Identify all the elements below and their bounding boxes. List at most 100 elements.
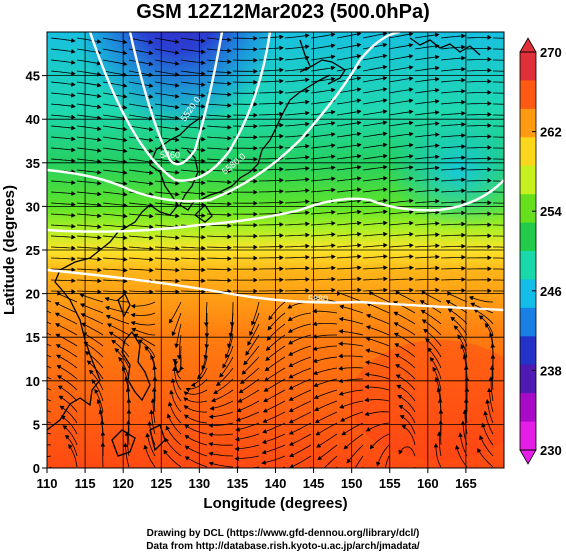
streamline xyxy=(76,180,101,184)
streamline-arrow xyxy=(487,145,492,150)
streamline-arrow xyxy=(330,132,336,137)
streamline xyxy=(310,222,335,226)
streamline xyxy=(175,323,182,348)
streamline-arrow xyxy=(487,57,492,62)
streamline-arrow xyxy=(208,442,214,447)
streamline-arrow xyxy=(453,325,459,330)
streamline xyxy=(153,388,156,413)
streamline-arrow xyxy=(200,60,206,65)
streamline-arrow xyxy=(408,87,414,92)
streamline xyxy=(76,125,101,130)
streamline xyxy=(111,339,130,358)
streamline-arrow xyxy=(382,165,388,170)
streamline xyxy=(259,246,284,248)
streamline-arrow xyxy=(149,224,154,230)
streamline-arrow xyxy=(184,456,190,461)
streamline-arrow xyxy=(357,232,362,237)
streamline xyxy=(493,169,504,171)
streamline-arrow xyxy=(339,404,345,409)
streamline-arrow xyxy=(28,393,32,397)
streamline-arrow xyxy=(122,181,128,186)
streamline xyxy=(362,289,388,292)
streamline-arrow xyxy=(148,137,154,143)
streamline-arrow xyxy=(200,82,206,87)
streamline xyxy=(310,33,335,39)
streamline-arrow xyxy=(313,382,319,387)
streamline-arrow xyxy=(287,304,293,309)
streamline xyxy=(180,213,205,217)
streamline-arrow xyxy=(262,408,268,413)
streamline xyxy=(440,179,466,182)
streamline-arrow xyxy=(487,211,492,216)
streamline xyxy=(414,100,439,105)
streamline xyxy=(258,36,284,39)
streamline xyxy=(314,400,338,411)
x-tick-label: 165 xyxy=(455,476,477,491)
contour-5460 xyxy=(128,32,224,166)
streamline-arrow xyxy=(174,170,180,175)
streamline-arrow xyxy=(67,444,73,449)
streamline xyxy=(152,399,156,424)
streamline xyxy=(313,334,337,338)
streamline-arrow xyxy=(331,254,336,260)
streamline xyxy=(440,123,465,127)
streamline-arrow xyxy=(96,126,102,131)
streamline-arrow xyxy=(338,391,344,396)
streamline-arrow xyxy=(122,137,128,143)
streamline-arrow xyxy=(54,302,60,307)
streamline xyxy=(310,122,335,127)
streamline xyxy=(154,235,179,239)
streamline-arrow xyxy=(487,90,492,95)
streamline-arrow xyxy=(86,360,92,365)
streamline-arrow xyxy=(330,143,336,148)
streamline-arrow xyxy=(357,209,362,215)
streamline-arrow xyxy=(487,288,492,294)
streamline-arrow xyxy=(485,398,490,404)
streamline-arrow xyxy=(28,446,32,450)
streamline xyxy=(310,78,335,83)
streamline-arrow xyxy=(268,315,273,321)
streamline-arrow xyxy=(227,125,232,130)
streamline xyxy=(440,267,466,270)
streamline-arrow xyxy=(365,348,371,353)
x-tick-label: 135 xyxy=(227,476,249,491)
streamline xyxy=(440,245,466,248)
streamline-arrow xyxy=(356,120,362,126)
streamline xyxy=(289,389,312,401)
coastline-hokkaido xyxy=(299,59,346,85)
streamline xyxy=(213,378,234,394)
streamline xyxy=(336,200,361,204)
streamline xyxy=(127,421,130,446)
streamline-arrow xyxy=(106,323,112,328)
streamline xyxy=(128,158,153,163)
streamline-arrow xyxy=(225,353,230,359)
streamline xyxy=(154,169,179,174)
streamline-arrow xyxy=(253,124,258,129)
streamline-arrow xyxy=(201,136,206,142)
streamline xyxy=(482,423,494,446)
streamline xyxy=(206,202,231,205)
streamline xyxy=(397,395,416,413)
streamline xyxy=(154,246,179,250)
streamline-arrow xyxy=(366,313,371,319)
streamline xyxy=(206,246,231,249)
streamline-arrow xyxy=(71,213,76,218)
streamline xyxy=(209,443,234,446)
streamline-arrow xyxy=(513,191,517,195)
streamline xyxy=(284,290,310,292)
streamline-arrow xyxy=(97,224,102,229)
streamline-arrow xyxy=(100,431,106,436)
coastline-philippines xyxy=(121,330,151,402)
streamline-arrow xyxy=(227,278,232,283)
streamline-arrow xyxy=(130,321,136,326)
streamline-arrow xyxy=(330,76,336,82)
streamline-arrow xyxy=(338,353,343,359)
streamline xyxy=(164,437,182,457)
streamline xyxy=(388,144,413,149)
streamline-arrow xyxy=(152,376,158,381)
colorbar-segment xyxy=(520,137,536,167)
coastline-japan-honshu xyxy=(199,74,331,201)
streamline xyxy=(388,155,413,160)
streamline-arrow xyxy=(71,158,76,163)
streamline xyxy=(235,455,260,459)
